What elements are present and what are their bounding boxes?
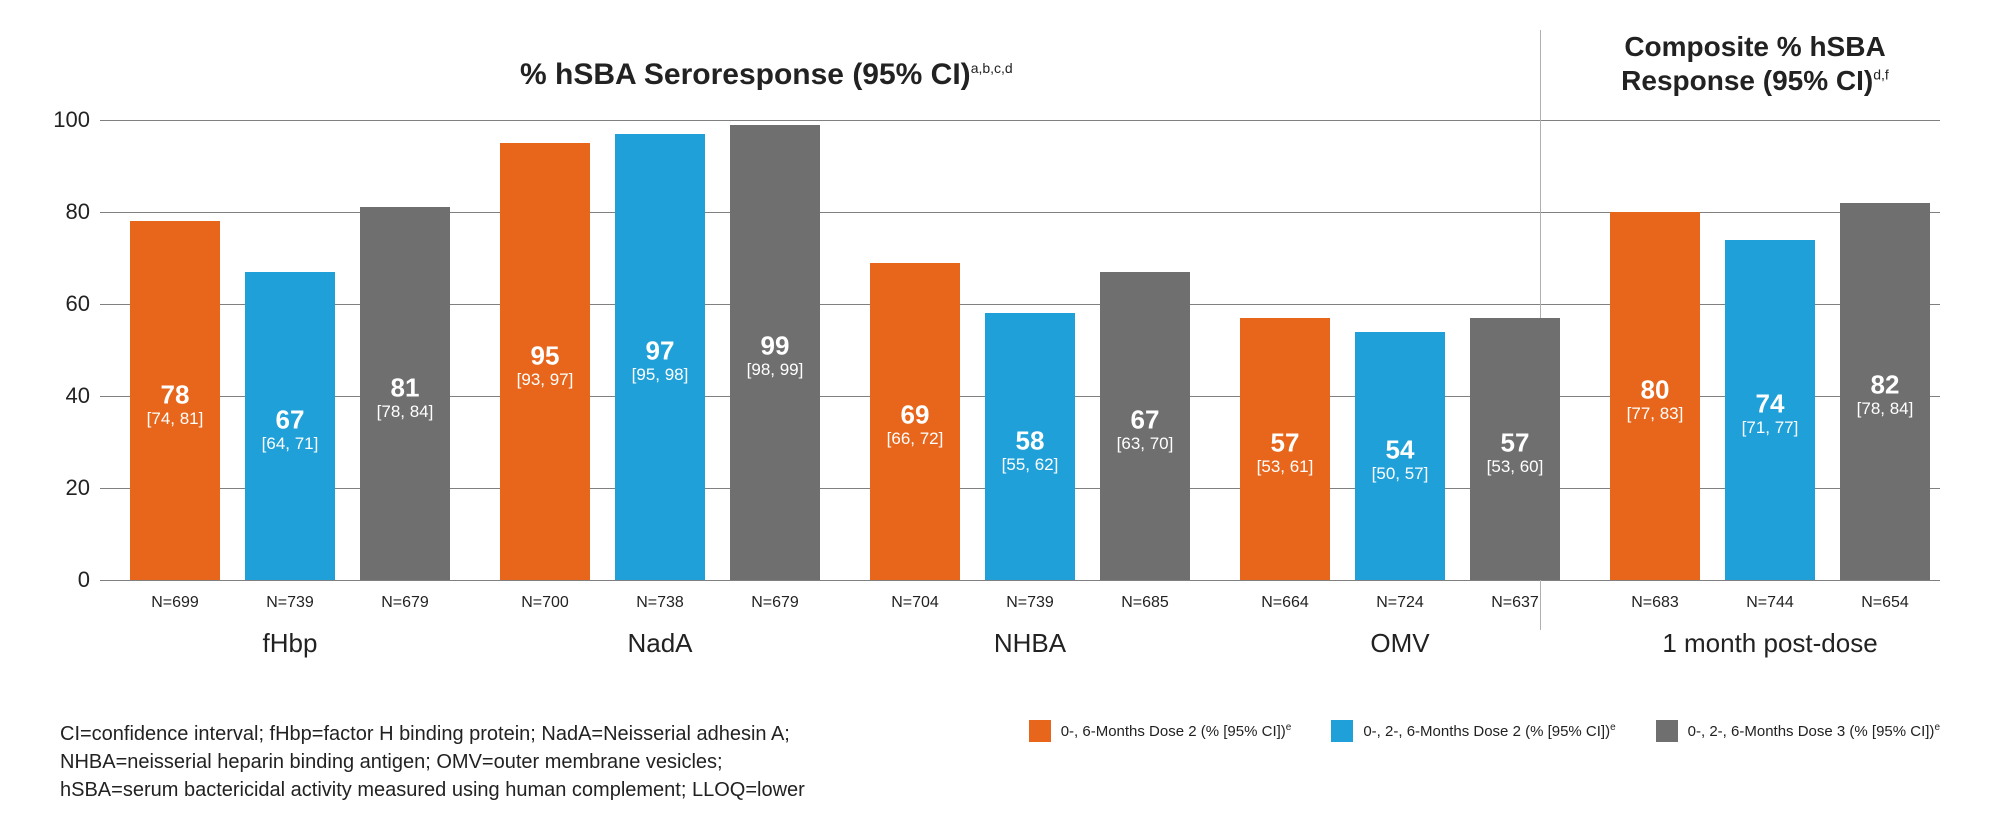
bar-ci: [98, 99] (730, 360, 820, 380)
n-label: N=679 (730, 594, 820, 612)
bar-value: 69 (870, 400, 960, 431)
bar-ci: [74, 81] (130, 409, 220, 429)
y-tick-label: 100 (50, 107, 90, 133)
bar-omv-dose2_06: 57[53, 61] (1240, 318, 1330, 580)
legend-swatch (1029, 720, 1051, 742)
n-label: N=654 (1840, 594, 1930, 612)
bar-ci: [53, 61] (1240, 457, 1330, 477)
y-tick-label: 60 (50, 291, 90, 317)
bar-ci: [93, 97] (500, 370, 590, 390)
chart-footer: CI=confidence interval; fHbp=factor H bi… (60, 720, 1940, 804)
bar-fhbp-dose3_026: 81[78, 84] (360, 207, 450, 580)
legend-label: 0-, 2-, 6-Months Dose 2 (% [95% CI])e (1363, 722, 1615, 740)
group-label-fhbp: fHbp (135, 628, 445, 659)
bar-nhba-dose3_026: 67[63, 70] (1100, 272, 1190, 580)
gridline (100, 580, 1940, 581)
bar-composite-dose2_06: 80[77, 83] (1610, 212, 1700, 580)
bar-value: 54 (1355, 434, 1445, 465)
bar-value: 80 (1610, 374, 1700, 405)
y-tick-label: 80 (50, 199, 90, 225)
bar-value: 97 (615, 335, 705, 366)
n-label: N=683 (1610, 594, 1700, 612)
bar-nhba-dose2_06: 69[66, 72] (870, 263, 960, 580)
n-label: N=724 (1355, 594, 1445, 612)
bar-value: 81 (360, 372, 450, 403)
n-label: N=664 (1240, 594, 1330, 612)
bar-ci: [64, 71] (245, 434, 335, 454)
group-label-omv: OMV (1245, 628, 1555, 659)
title-left-sup: a,b,c,d (971, 60, 1013, 76)
bar-ci: [63, 70] (1100, 434, 1190, 454)
group-label-nada: NadA (505, 628, 815, 659)
n-label: N=699 (130, 594, 220, 612)
n-label: N=637 (1470, 594, 1560, 612)
bar-value: 78 (130, 379, 220, 410)
bar-nada-dose2_06: 95[93, 97] (500, 143, 590, 580)
bar-value: 67 (1100, 404, 1190, 435)
title-left-text: % hSBA Seroresponse (95% CI) (520, 58, 971, 91)
y-tick-label: 0 (50, 567, 90, 593)
bar-value: 57 (1240, 427, 1330, 458)
abbrev-line3: hSBA=serum bactericidal activity measure… (60, 779, 805, 801)
bar-ci: [77, 83] (1610, 404, 1700, 424)
bar-composite-dose3_026: 82[78, 84] (1840, 203, 1930, 580)
bar-value: 67 (245, 404, 335, 435)
bar-value: 95 (500, 340, 590, 371)
n-label: N=704 (870, 594, 960, 612)
bar-composite-dose2_026: 74[71, 77] (1725, 240, 1815, 580)
group-label-nhba: NHBA (875, 628, 1185, 659)
abbreviation-text: CI=confidence interval; fHbp=factor H bi… (60, 720, 860, 804)
title-right-sup: d,f (1873, 66, 1889, 82)
bar-omv-dose3_026: 57[53, 60] (1470, 318, 1560, 580)
n-label: N=739 (985, 594, 1075, 612)
chart-plot: 02040608010078[74, 81]N=69967[64, 71]N=7… (100, 120, 1940, 580)
bar-ci: [78, 84] (1840, 399, 1930, 419)
bar-ci: [55, 62] (985, 455, 1075, 475)
chart-title-left: % hSBA Seroresponse (95% CI)a,b,c,d (520, 58, 1013, 92)
chart-title-right: Composite % hSBA Response (95% CI)d,f (1580, 30, 1930, 97)
bar-ci: [95, 98] (615, 365, 705, 385)
bar-value: 58 (985, 425, 1075, 456)
bar-ci: [53, 60] (1470, 457, 1560, 477)
n-label: N=679 (360, 594, 450, 612)
chart-titles: % hSBA Seroresponse (95% CI)a,b,c,d Comp… (60, 20, 1960, 120)
bar-nada-dose2_026: 97[95, 98] (615, 134, 705, 580)
bar-value: 82 (1840, 370, 1930, 401)
n-label: N=700 (500, 594, 590, 612)
bar-fhbp-dose2_026: 67[64, 71] (245, 272, 335, 580)
bar-nada-dose3_026: 99[98, 99] (730, 125, 820, 580)
abbrev-line1: CI=confidence interval; fHbp=factor H bi… (60, 723, 790, 745)
bar-nhba-dose2_026: 58[55, 62] (985, 313, 1075, 580)
bar-value: 99 (730, 331, 820, 362)
legend-item-dose3_026: 0-, 2-, 6-Months Dose 3 (% [95% CI])e (1656, 720, 1940, 742)
chart-legend: 0-, 6-Months Dose 2 (% [95% CI])e 0-, 2-,… (1029, 720, 1940, 742)
bar-fhbp-dose2_06: 78[74, 81] (130, 221, 220, 580)
bar-omv-dose2_026: 54[50, 57] (1355, 332, 1445, 580)
legend-item-dose2_026: 0-, 2-, 6-Months Dose 2 (% [95% CI])e (1331, 720, 1615, 742)
legend-label: 0-, 6-Months Dose 2 (% [95% CI])e (1061, 722, 1292, 740)
bar-value: 74 (1725, 388, 1815, 419)
bar-ci: [50, 57] (1355, 464, 1445, 484)
title-right-line1: Composite % hSBA (1624, 31, 1885, 62)
n-label: N=685 (1100, 594, 1190, 612)
legend-label: 0-, 2-, 6-Months Dose 3 (% [95% CI])e (1688, 722, 1940, 740)
legend-swatch (1656, 720, 1678, 742)
bar-value: 57 (1470, 427, 1560, 458)
y-tick-label: 40 (50, 383, 90, 409)
n-label: N=744 (1725, 594, 1815, 612)
bar-ci: [66, 72] (870, 429, 960, 449)
legend-swatch (1331, 720, 1353, 742)
bar-ci: [71, 77] (1725, 418, 1815, 438)
legend-item-dose2_06: 0-, 6-Months Dose 2 (% [95% CI])e (1029, 720, 1292, 742)
gridline (100, 120, 1940, 121)
chart-container: % hSBA Seroresponse (95% CI)a,b,c,d Comp… (60, 20, 1960, 720)
y-tick-label: 20 (50, 475, 90, 501)
n-label: N=738 (615, 594, 705, 612)
abbrev-line2: NHBA=neisserial heparin binding antigen;… (60, 751, 723, 773)
bar-ci: [78, 84] (360, 402, 450, 422)
n-label: N=739 (245, 594, 335, 612)
group-label-composite: 1 month post-dose (1615, 628, 1925, 659)
title-right-line2: Response (95% CI) (1621, 65, 1873, 96)
